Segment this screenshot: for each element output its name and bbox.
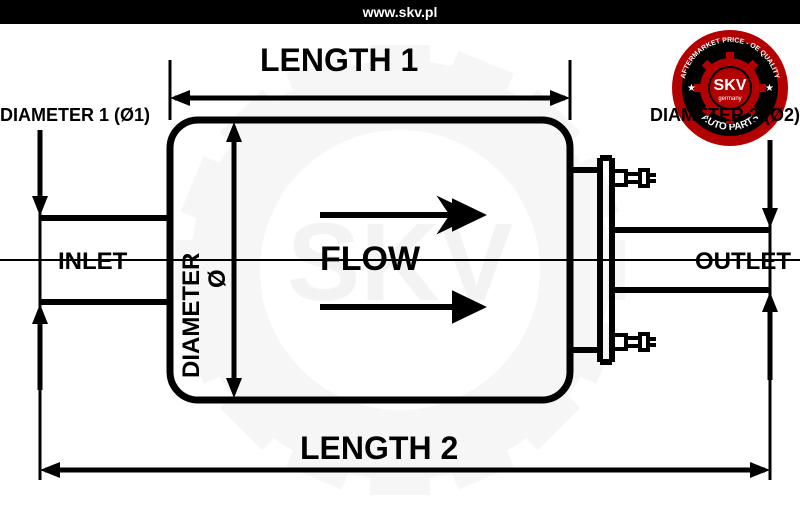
diagram-canvas: www.skv.pl AFTERMARKET PRICE - OE QUALIT… bbox=[0, 0, 800, 531]
label-inlet: INLET bbox=[58, 248, 127, 276]
label-length1: LENGTH 1 bbox=[260, 42, 418, 79]
label-flow: FLOW bbox=[320, 240, 420, 279]
label-length2: LENGTH 2 bbox=[300, 430, 458, 467]
label-outlet: OUTLET bbox=[695, 248, 791, 276]
terminal-top bbox=[612, 170, 656, 186]
label-diameter: DIAMETER bbox=[178, 253, 206, 378]
label-diameter1: DIAMETER 1 (Ø1) bbox=[0, 105, 150, 126]
label-diasym: Ø bbox=[204, 269, 232, 288]
label-diameter2: DIAMETER 2 (Ø2) bbox=[650, 105, 800, 126]
terminal-bottom bbox=[612, 334, 656, 350]
